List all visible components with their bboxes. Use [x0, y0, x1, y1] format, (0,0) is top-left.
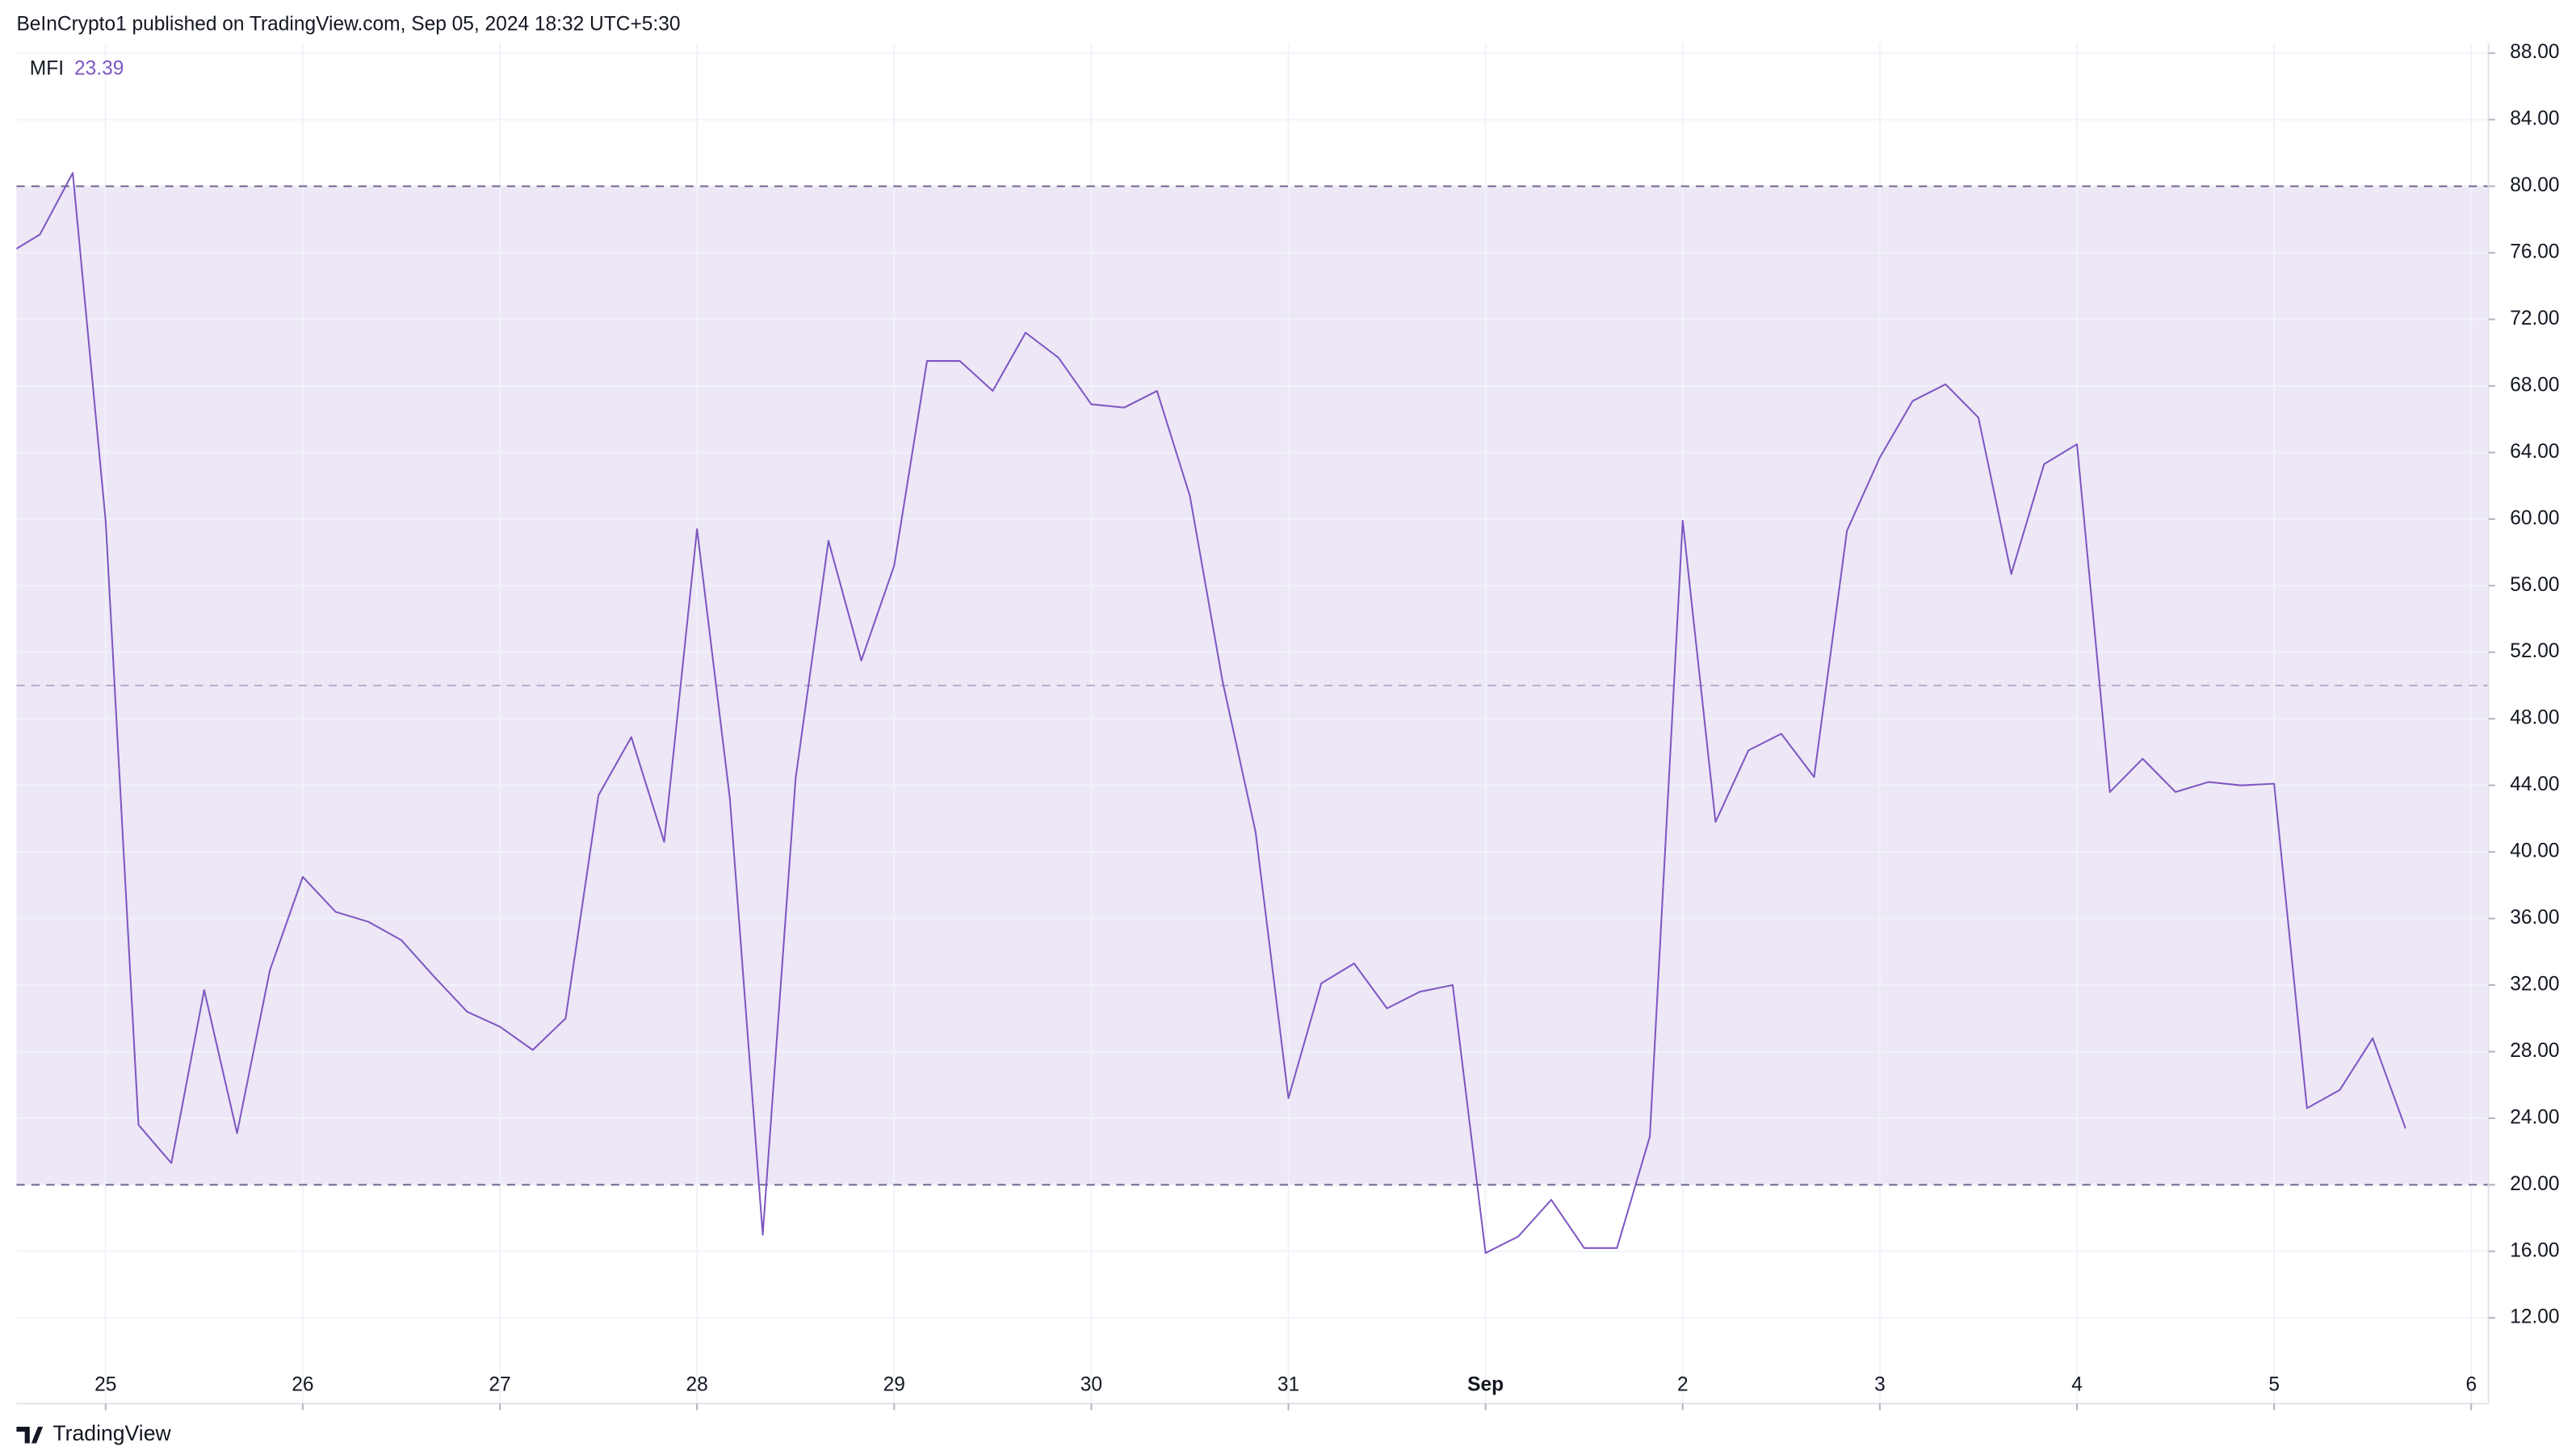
mfi-line	[16, 172, 2406, 1254]
x-tick-label: 29	[883, 1373, 905, 1395]
y-tick-label: 28.00	[2510, 1040, 2559, 1062]
y-tick-label: 36.00	[2510, 907, 2559, 929]
header-title: BeInCrypto1 published on TradingView.com…	[16, 13, 680, 35]
y-tick-label: 68.00	[2510, 374, 2559, 396]
y-tick-label: 52.00	[2510, 640, 2559, 662]
logo-icon	[16, 1427, 44, 1444]
y-tick-label: 32.00	[2510, 973, 2559, 995]
x-tick-label: 28	[686, 1373, 708, 1395]
tradingview-logo: TradingView	[16, 1421, 171, 1445]
x-tick-label: 31	[1278, 1373, 1299, 1395]
x-tick-label: 30	[1080, 1373, 1102, 1395]
legend-name: MFI	[30, 58, 64, 80]
y-tick-label: 76.00	[2510, 241, 2559, 263]
y-tick-label: 12.00	[2510, 1306, 2559, 1328]
y-tick-label: 44.00	[2510, 774, 2559, 795]
y-tick-label: 60.00	[2510, 507, 2559, 529]
plot-area	[16, 43, 2489, 1404]
x-tick-label: 25	[94, 1373, 116, 1395]
x-tick-label: Sep	[1467, 1373, 1504, 1395]
y-tick-label: 48.00	[2510, 707, 2559, 729]
y-tick-label: 84.00	[2510, 108, 2559, 130]
y-tick-label: 24.00	[2510, 1106, 2559, 1128]
x-tick-label: 26	[292, 1373, 313, 1395]
x-tick-label: 3	[1874, 1373, 1886, 1395]
y-tick-label: 16.00	[2510, 1239, 2559, 1261]
brand: TradingView	[52, 1421, 171, 1445]
x-tick-label: 2	[1677, 1373, 1689, 1395]
y-tick-label: 80.00	[2510, 174, 2559, 196]
x-tick-label: 4	[2071, 1373, 2083, 1395]
y-tick-label: 20.00	[2510, 1173, 2559, 1195]
legend-value: 23.39	[74, 58, 124, 80]
series-group	[16, 172, 2406, 1254]
y-tick-label: 40.00	[2510, 841, 2559, 862]
y-tick-label: 64.00	[2510, 441, 2559, 463]
x-tick-label: 27	[489, 1373, 510, 1395]
x-tick-label: 6	[2465, 1373, 2477, 1395]
y-tick-label: 72.00	[2510, 308, 2559, 329]
y-tick-label: 88.00	[2510, 41, 2559, 63]
x-tick-label: 5	[2268, 1373, 2280, 1395]
y-tick-label: 56.00	[2510, 574, 2559, 596]
